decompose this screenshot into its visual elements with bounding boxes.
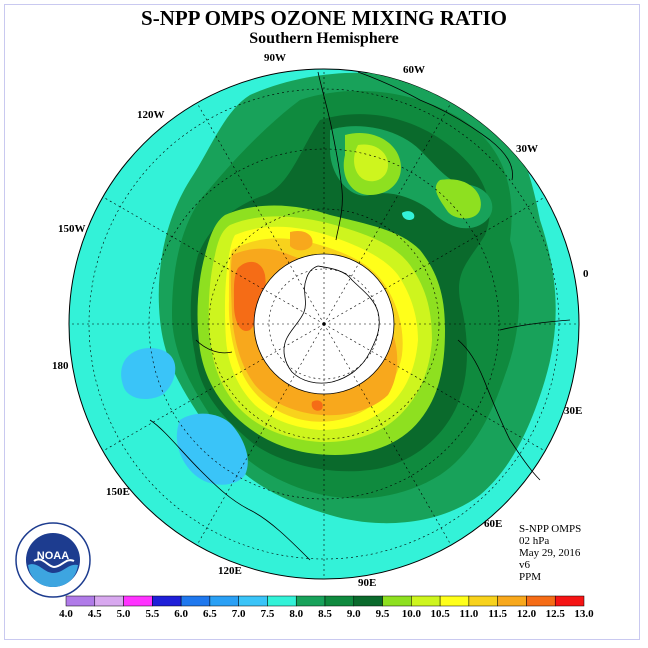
contour-11-5-b [290,230,313,251]
figure-frame [4,4,640,640]
lon-label-60w: 60W [403,64,425,76]
continent-outlines [149,71,571,561]
colorbar-label: 12.0 [516,608,537,620]
colorbar-label: 10.0 [401,608,421,620]
contour-7-0-b [176,413,248,485]
colorbar-label: 9.0 [346,608,361,620]
colorbar-label: 11.5 [488,608,507,620]
lon-label-90e: 90E [358,577,377,589]
colorbar-label: 12.5 [545,608,565,620]
info-level: 02 hPa [519,535,550,547]
coast-australia [149,339,311,561]
lon-label-30e: 30E [564,405,583,417]
lon-label-180: 180 [52,360,69,372]
colorbar-label: 4.0 [59,608,73,620]
contour-7-0-a [121,348,176,400]
colorbar-label: 5.5 [145,608,160,620]
lon-label-120w: 120W [137,109,165,121]
noaa-logo: NOAA [15,522,91,598]
lon-label-30w: 30W [516,143,538,155]
colorbar-label: 5.0 [116,608,131,620]
colorbar-label: 6.0 [174,608,188,620]
lon-label-150w: 150W [58,223,86,235]
colorbar-label: 8.5 [318,608,332,620]
colorbar-label: 9.5 [375,608,390,620]
noaa-logo-text: NOAA [37,550,69,562]
contour-9-5-atl [435,179,481,219]
colorbar-label: 7.5 [260,608,275,620]
colorbar-label: 7.0 [231,608,246,620]
graticule [69,69,579,579]
lon-label-60e: 60E [484,518,503,530]
coast-africa [457,319,571,481]
info-instrument: S-NPP OMPS [519,523,582,535]
contour-island [402,211,415,221]
coast-south-america [317,71,513,241]
colorbar-label: 13.0 [574,608,594,620]
lon-label-0: 0 [583,268,589,280]
info-version: v6 [519,559,530,571]
lon-label-90w: 90W [264,52,286,64]
colorbar-label: 4.5 [87,608,102,620]
lon-label-120e: 120E [218,565,242,577]
info-units: PPM [519,571,542,583]
contour-12-0-b [311,400,323,411]
map-subtitle: Southern Hemisphere [249,30,399,47]
antarctica-coast [283,265,380,384]
colorbar-label: 11.0 [459,608,479,620]
info-block: S-NPP OMPS 02 hPa May 29, 2016 v6 PPM [519,523,581,583]
colorbar-label: 10.5 [430,608,450,620]
contour-10-0-sam [354,144,388,182]
pole-dot [322,322,326,326]
colorbar-label: 8.0 [289,608,304,620]
colorbar-label: 6.5 [203,608,217,620]
lon-label-150e: 150E [106,486,130,498]
map-title: S-NPP OMPS OZONE MIXING RATIO [141,6,507,30]
info-date: May 29, 2016 [519,547,581,559]
